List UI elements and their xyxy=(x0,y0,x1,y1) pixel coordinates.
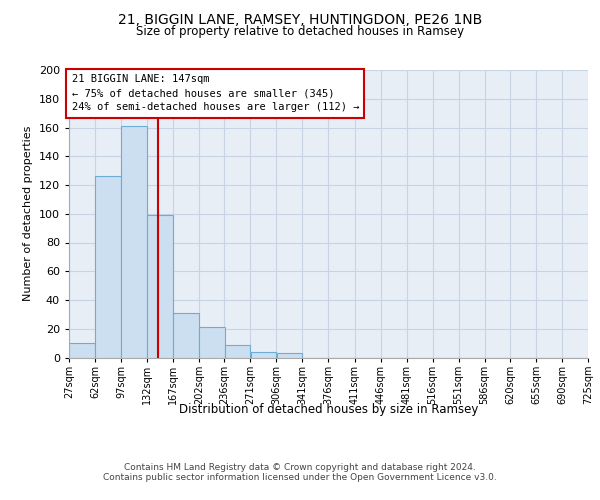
Bar xyxy=(121,126,147,358)
Bar xyxy=(173,313,199,358)
Text: 21, BIGGIN LANE, RAMSEY, HUNTINGDON, PE26 1NB: 21, BIGGIN LANE, RAMSEY, HUNTINGDON, PE2… xyxy=(118,12,482,26)
Text: Contains HM Land Registry data © Crown copyright and database right 2024.
Contai: Contains HM Land Registry data © Crown c… xyxy=(103,462,497,482)
Y-axis label: Number of detached properties: Number of detached properties xyxy=(23,126,33,302)
Bar xyxy=(251,352,276,358)
Bar xyxy=(69,343,95,357)
Bar xyxy=(95,176,121,358)
Text: 21 BIGGIN LANE: 147sqm
← 75% of detached houses are smaller (345)
24% of semi-de: 21 BIGGIN LANE: 147sqm ← 75% of detached… xyxy=(71,74,359,112)
Bar xyxy=(224,344,250,358)
Text: Size of property relative to detached houses in Ramsey: Size of property relative to detached ho… xyxy=(136,25,464,38)
Text: Distribution of detached houses by size in Ramsey: Distribution of detached houses by size … xyxy=(179,402,478,415)
Bar xyxy=(147,215,173,358)
Bar xyxy=(277,353,302,358)
Bar xyxy=(199,328,225,358)
